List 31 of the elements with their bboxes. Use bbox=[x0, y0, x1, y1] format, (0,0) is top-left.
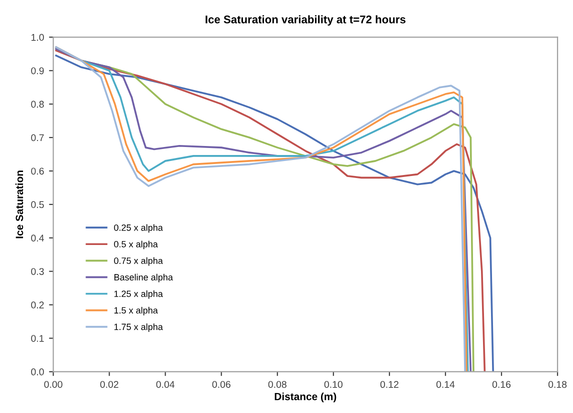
x-tick-label: 0.18 bbox=[548, 380, 567, 388]
y-tick-label: 0.4 bbox=[31, 234, 44, 242]
x-tick-label: 0.12 bbox=[380, 380, 398, 388]
legend-label: 0.5 x alpha bbox=[114, 240, 158, 250]
x-axis-title: Distance (m) bbox=[274, 392, 336, 402]
y-tick-label: 0.0 bbox=[31, 368, 44, 376]
y-tick-label: 0.2 bbox=[31, 302, 44, 308]
y-tick-label: 0.8 bbox=[31, 100, 44, 108]
chart-title: Ice Saturation variability at t=72 hours bbox=[206, 15, 406, 26]
y-tick-label: 0.5 bbox=[31, 201, 44, 208]
y-tick-label: 0.1 bbox=[31, 334, 44, 342]
x-tick-label: 0.06 bbox=[212, 380, 230, 388]
y-tick-label: 0.3 bbox=[31, 268, 44, 275]
legend-label: 1.75 x alpha bbox=[114, 323, 163, 332]
x-tick-label: 0.00 bbox=[44, 380, 62, 388]
legend-label: 1.25 x alpha bbox=[114, 290, 163, 299]
x-tick-label: 0.08 bbox=[268, 380, 286, 388]
y-tick-label: 0.9 bbox=[31, 67, 44, 74]
y-tick-label: 0.7 bbox=[31, 134, 44, 142]
x-tick-label: 0.02 bbox=[100, 380, 118, 388]
x-tick-label: 0.16 bbox=[492, 380, 511, 388]
legend-label: 0.25 x alpha bbox=[114, 224, 163, 233]
legend-label: 1.5 x alpha bbox=[114, 306, 158, 316]
y-axis-title: Ice Saturation bbox=[15, 170, 24, 238]
x-tick-label: 0.14 bbox=[436, 380, 455, 388]
legend-label: Baseline alpha bbox=[114, 274, 173, 282]
x-tick-label: 0.10 bbox=[324, 380, 343, 388]
x-tick-label: 0.04 bbox=[156, 380, 175, 388]
legend-label: 0.75 x alpha bbox=[114, 257, 163, 266]
y-tick-label: 1.0 bbox=[31, 34, 44, 41]
y-tick-label: 0.6 bbox=[31, 168, 44, 175]
